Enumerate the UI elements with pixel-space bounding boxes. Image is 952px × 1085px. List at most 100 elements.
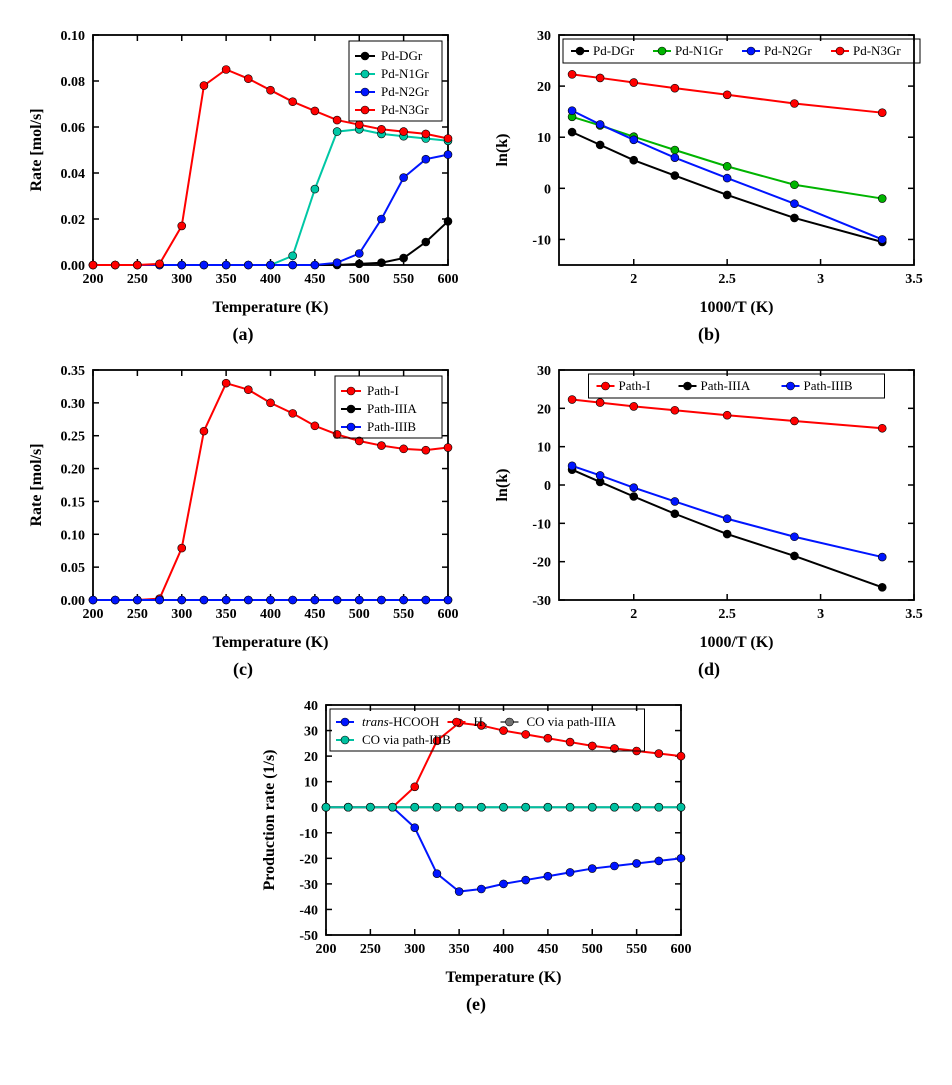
svg-text:200: 200 bbox=[83, 607, 104, 622]
svg-text:0.00: 0.00 bbox=[61, 259, 86, 274]
svg-text:600: 600 bbox=[438, 607, 459, 622]
svg-text:500: 500 bbox=[349, 607, 370, 622]
panel-c: 200 250 300 350 400 450 500 550 600 Temperature (… bbox=[20, 355, 466, 680]
svg-text:0.08: 0.08 bbox=[61, 75, 86, 90]
svg-text:30: 30 bbox=[537, 364, 551, 379]
svg-text:500: 500 bbox=[349, 272, 370, 287]
svg-text:0: 0 bbox=[544, 182, 551, 197]
svg-text:Path-I: Path-I bbox=[367, 383, 399, 398]
label-a: (a) bbox=[233, 324, 254, 345]
svg-text:CO via path-IIIA: CO via path-IIIA bbox=[527, 714, 617, 729]
svg-text:3.5: 3.5 bbox=[905, 272, 923, 287]
svg-text:-20: -20 bbox=[299, 852, 318, 867]
svg-text:0.25: 0.25 bbox=[61, 430, 86, 445]
panel-b: 22.533.51000/T (K)-100102030ln(k)Pd-DGrP… bbox=[486, 20, 932, 345]
svg-text:H₂: H₂ bbox=[474, 714, 488, 729]
label-e: (e) bbox=[466, 994, 486, 1015]
svg-text:300: 300 bbox=[171, 607, 192, 622]
svg-text:300: 300 bbox=[171, 272, 192, 287]
svg-text:Temperature (K): Temperature (K) bbox=[446, 969, 562, 986]
svg-text:550: 550 bbox=[393, 607, 414, 622]
svg-text:20: 20 bbox=[537, 80, 551, 95]
svg-text:10: 10 bbox=[537, 131, 551, 146]
svg-text:Path-IIIA: Path-IIIA bbox=[701, 378, 751, 393]
chart-b: 22.533.51000/T (K)-100102030ln(k)Pd-DGrP… bbox=[489, 20, 929, 320]
label-c: (c) bbox=[233, 659, 253, 680]
svg-text:20: 20 bbox=[537, 402, 551, 417]
svg-text:450: 450 bbox=[304, 607, 325, 622]
panel-e: 200250300350400450500550600Temperature (… bbox=[256, 690, 696, 1015]
svg-text:1000/T (K): 1000/T (K) bbox=[700, 634, 774, 651]
svg-text:Path-IIIB: Path-IIIB bbox=[367, 419, 416, 434]
svg-text:250: 250 bbox=[127, 607, 148, 622]
svg-text:Path-IIIA: Path-IIIA bbox=[367, 401, 417, 416]
svg-text:450: 450 bbox=[304, 272, 325, 287]
svg-text:600: 600 bbox=[671, 942, 692, 957]
svg-text:-30: -30 bbox=[532, 594, 551, 609]
svg-text:400: 400 bbox=[493, 942, 514, 957]
chart-e: 200250300350400450500550600Temperature (… bbox=[256, 690, 696, 990]
svg-text:0.20: 0.20 bbox=[61, 463, 86, 478]
svg-text:2.5: 2.5 bbox=[718, 607, 736, 622]
svg-text:trans-HCOOH: trans-HCOOH bbox=[362, 714, 439, 729]
svg-text:0.05: 0.05 bbox=[61, 561, 86, 576]
svg-text:200: 200 bbox=[316, 942, 337, 957]
svg-text:0.35: 0.35 bbox=[61, 364, 86, 379]
svg-text:-20: -20 bbox=[532, 556, 551, 571]
svg-text:350: 350 bbox=[216, 607, 237, 622]
svg-text:Temperature (K): Temperature (K) bbox=[213, 634, 329, 651]
label-d: (d) bbox=[698, 659, 720, 680]
svg-text:0: 0 bbox=[544, 479, 551, 494]
svg-text:0.15: 0.15 bbox=[61, 495, 86, 510]
svg-text:40: 40 bbox=[304, 699, 318, 714]
svg-text:2: 2 bbox=[630, 272, 637, 287]
svg-text:20: 20 bbox=[304, 750, 318, 765]
svg-text:Pd-DGr: Pd-DGr bbox=[593, 43, 635, 58]
svg-text:3: 3 bbox=[817, 272, 824, 287]
label-b: (b) bbox=[698, 324, 720, 345]
svg-text:200: 200 bbox=[83, 272, 104, 287]
svg-text:-10: -10 bbox=[299, 827, 318, 842]
svg-text:30: 30 bbox=[537, 29, 551, 44]
svg-text:10: 10 bbox=[537, 441, 551, 456]
svg-text:Pd-DGr: Pd-DGr bbox=[381, 48, 423, 63]
figure-grid: 200250300350400450500550600Temperature (… bbox=[20, 20, 932, 1015]
svg-text:Pd-N2Gr: Pd-N2Gr bbox=[764, 43, 812, 58]
svg-text:-10: -10 bbox=[532, 517, 551, 532]
svg-text:Temperature (K): Temperature (K) bbox=[213, 299, 329, 316]
svg-text:400: 400 bbox=[260, 607, 281, 622]
svg-text:Path-I: Path-I bbox=[619, 378, 651, 393]
svg-text:2: 2 bbox=[630, 607, 637, 622]
svg-text:Rate [mol/s]: Rate [mol/s] bbox=[28, 443, 45, 526]
svg-text:CO via path-IIIB: CO via path-IIIB bbox=[362, 732, 451, 747]
svg-text:600: 600 bbox=[438, 272, 459, 287]
svg-text:250: 250 bbox=[360, 942, 381, 957]
chart-d: 22.533.51000/T (K)-30-20-100102030ln(k)P… bbox=[489, 355, 929, 655]
svg-text:ln(k): ln(k) bbox=[494, 134, 511, 167]
svg-text:350: 350 bbox=[216, 272, 237, 287]
svg-text:0.10: 0.10 bbox=[61, 528, 86, 543]
svg-text:3: 3 bbox=[817, 607, 824, 622]
svg-text:550: 550 bbox=[626, 942, 647, 957]
svg-text:0: 0 bbox=[311, 801, 318, 816]
chart-c: 200 250 300 350 400 450 500 550 600 Temperature (… bbox=[23, 355, 463, 655]
svg-text:250: 250 bbox=[127, 272, 148, 287]
svg-text:Pd-N2Gr: Pd-N2Gr bbox=[381, 84, 429, 99]
svg-text:0.04: 0.04 bbox=[61, 167, 86, 182]
svg-text:Pd-N1Gr: Pd-N1Gr bbox=[675, 43, 723, 58]
svg-text:550: 550 bbox=[393, 272, 414, 287]
svg-text:400: 400 bbox=[260, 272, 281, 287]
svg-text:Rate [mol/s]: Rate [mol/s] bbox=[28, 108, 45, 191]
svg-text:350: 350 bbox=[449, 942, 470, 957]
svg-text:-50: -50 bbox=[299, 929, 318, 944]
svg-text:300: 300 bbox=[404, 942, 425, 957]
svg-text:Pd-N1Gr: Pd-N1Gr bbox=[381, 66, 429, 81]
svg-text:10: 10 bbox=[304, 776, 318, 791]
svg-text:0.06: 0.06 bbox=[61, 121, 86, 136]
svg-text:-10: -10 bbox=[532, 233, 551, 248]
panel-a: 200 250 300 350 400 450 500 550 600 Temperature (… bbox=[20, 20, 466, 345]
svg-text:Pd-N3Gr: Pd-N3Gr bbox=[381, 102, 429, 117]
svg-text:-30: -30 bbox=[299, 878, 318, 893]
svg-text:0.30: 0.30 bbox=[61, 397, 86, 412]
svg-text:Pd-N3Gr: Pd-N3Gr bbox=[853, 43, 901, 58]
